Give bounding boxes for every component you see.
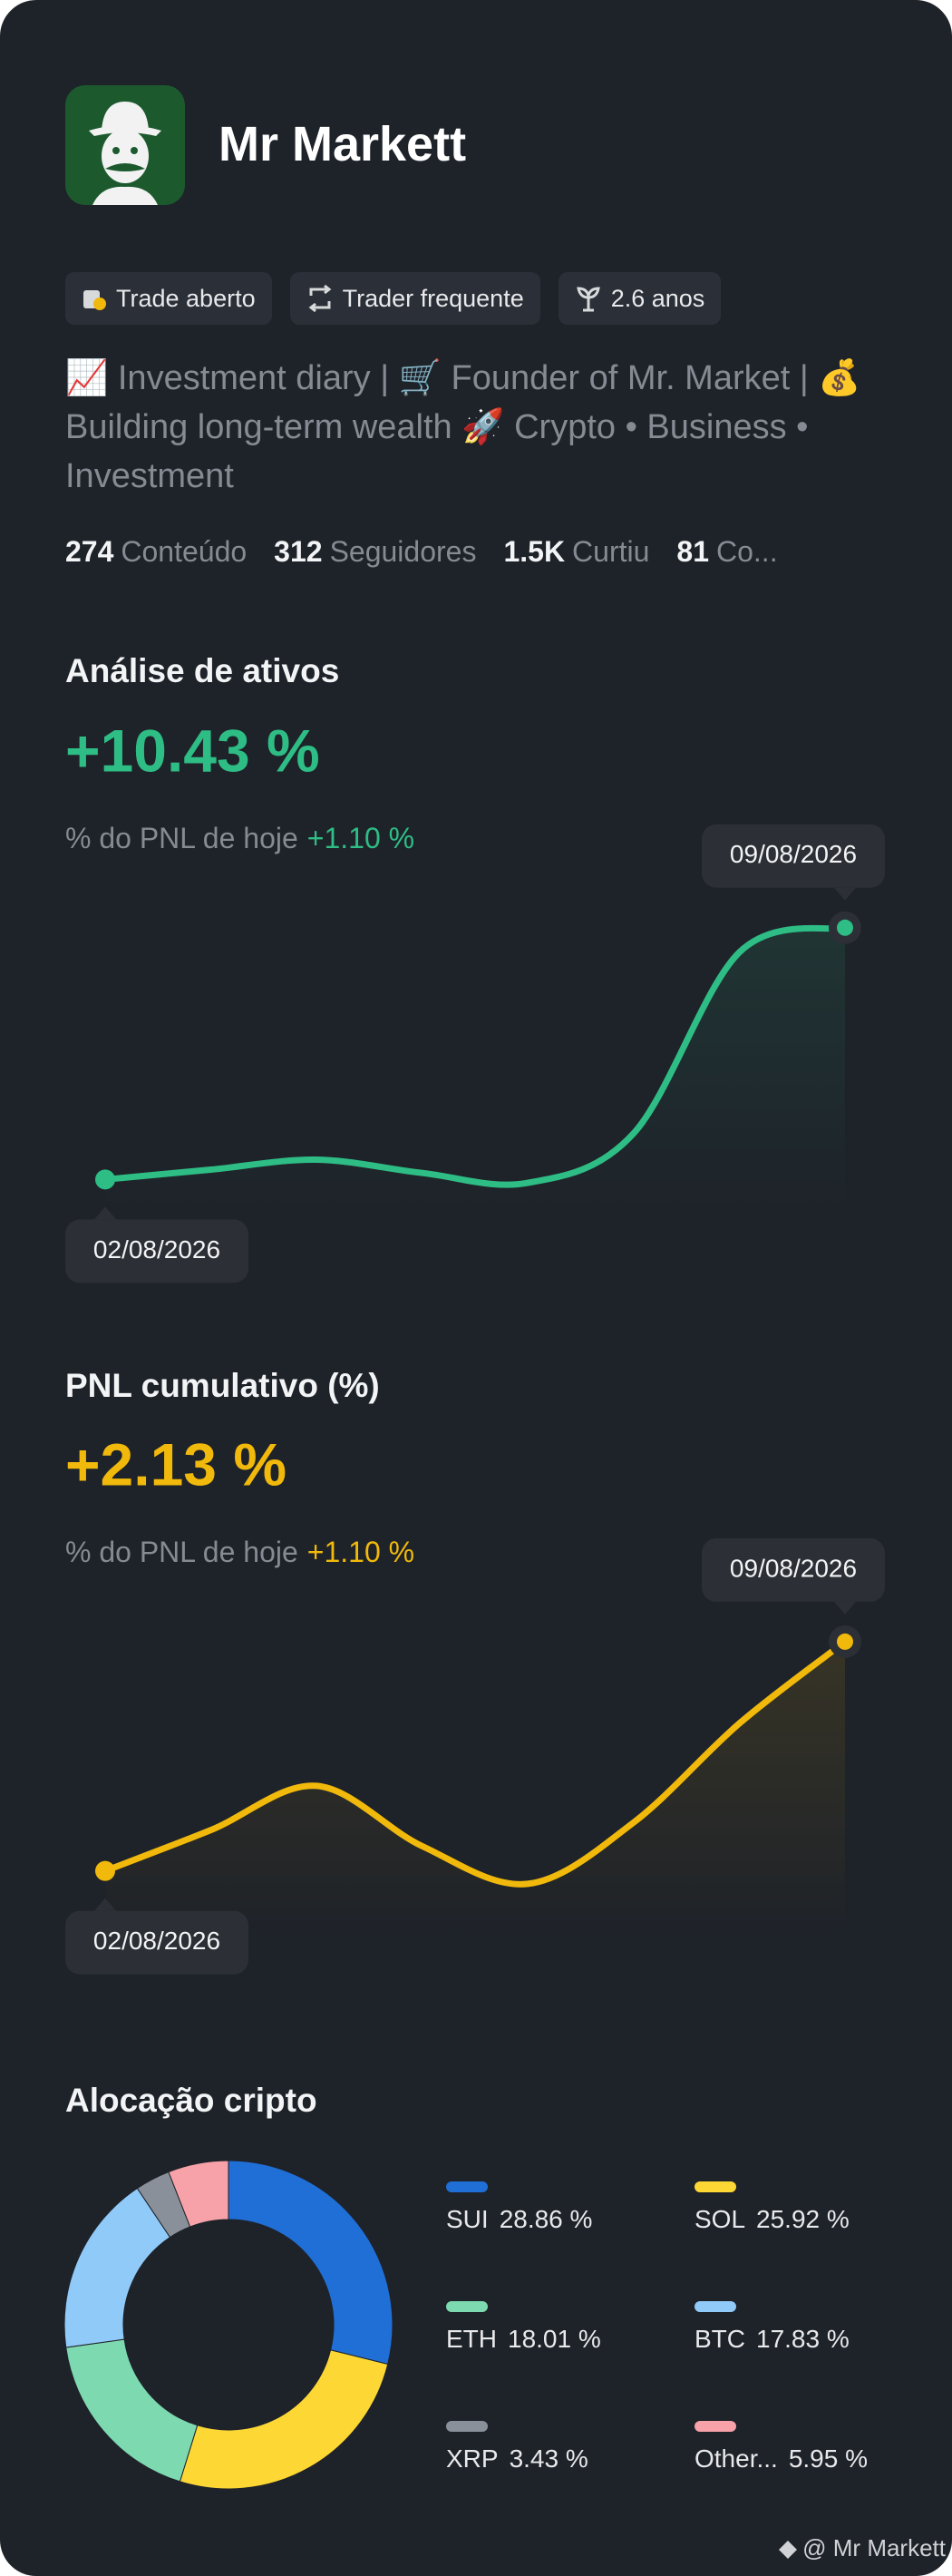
line [102,924,849,1188]
area [105,1641,845,1937]
chart-title: PNL cumulativo (%) [65,1367,380,1404]
badge-icon [576,287,600,312]
headline: +2.13 % [65,1430,287,1498]
legend-label: ETH 18.01 % [446,2325,601,2353]
chart-title: Alocação cripto [65,2082,317,2119]
legend-swatch [695,2421,736,2432]
donut-slice [228,2160,393,2366]
badge-label: Trader frequente [342,284,524,312]
footer [779,2541,797,2559]
stat-value: 1.5K [503,535,566,568]
stat-label: Seguidores [329,535,477,568]
badges: Trade aberto Trader frequente 2.6 anos [65,272,722,325]
tooltip-pointer [94,1898,116,1911]
badge-label: Trade aberto [116,284,256,312]
donut-slice [179,2349,389,2490]
legend-label: SOL 25.92 % [695,2205,850,2233]
legend-category: SOL [695,2205,745,2233]
tooltip-pointer [94,1206,116,1220]
tooltip-date: 09/08/2026 [730,840,857,868]
tooltip-date: 02/08/2026 [93,1927,220,1955]
line [102,1638,849,1888]
legend-swatch [446,2181,488,2192]
badge-label: 2.6 anos [610,284,705,312]
badge-icon [308,285,331,312]
tooltip-date: 02/08/2026 [93,1235,220,1264]
footer-text: @ Mr Markett [802,2534,947,2561]
stat-label: Curtiu [572,535,650,568]
stat-value: 274 [65,535,114,568]
legend-label: SUI 28.86 % [446,2205,592,2233]
legend-category: BTC [695,2325,745,2353]
subtitle-text: % do PNL de hoje [65,1536,298,1568]
legend-swatch [446,2301,488,2312]
legend-label: XRP 3.43 % [446,2444,588,2473]
stat-label: Conteúdo [121,535,248,568]
area [105,927,845,1224]
legend-value: 18.01 % [508,2325,601,2353]
bio: 📈 Investment diary | 🛒 Founder of Mr. Ma… [65,359,861,495]
stat: 1.5K Curtiu [503,535,649,569]
headline: +10.43 % [65,717,320,784]
stat-label: Co... [716,535,778,568]
point [95,1169,115,1190]
legend-category: ETH [446,2325,497,2353]
badge: 2.6 anos [558,272,722,325]
legend-label: Other... 5.95 % [695,2444,868,2473]
legend-value: 5.95 % [789,2444,868,2473]
point [837,919,853,936]
legend-category: XRP [446,2444,499,2473]
chart-title: Análise de ativos [65,652,339,689]
stat: 312 Seguidores [274,535,476,569]
subtitle: % do PNL de hoje +1.10 % [65,822,414,854]
stat: 274 Conteúdo [65,535,247,569]
badge: Trader frequente [289,272,540,325]
tooltip-box [702,824,885,888]
tooltip-box [65,1219,248,1283]
tooltip-box [65,1910,248,1975]
legend-category: Other... [695,2444,778,2473]
donut-slice [168,2160,229,2228]
subtitle-text: % do PNL de hoje [65,822,298,854]
profile-name: Mr Markett [219,117,467,171]
legend-value: 28.86 % [500,2205,593,2233]
legend-category: SUI [446,2205,489,2233]
subtitle-value: +1.10 % [307,1536,414,1568]
subtitle-value: +1.10 % [307,822,414,854]
legend-swatch [695,2301,736,2312]
tooltip-pointer [834,887,856,901]
tooltip-pointer [834,1601,856,1615]
badge-icon [83,290,106,310]
legend-label: BTC 17.83 % [695,2325,850,2353]
stat: 81 Co... [676,535,777,569]
stats: 274 Conteúdo 312 Seguidores 1.5K Curtiu 81 C… [65,535,778,569]
point [95,1860,115,1881]
avatar [65,85,185,205]
tooltip-date: 09/08/2026 [730,1554,857,1582]
legend-value: 25.92 % [756,2205,850,2233]
point [837,1633,853,1650]
legend-swatch [695,2181,736,2192]
stat-value: 312 [274,535,323,568]
badge: Trade aberto [65,272,272,325]
subtitle: % do PNL de hoje +1.10 % [65,1536,414,1568]
legend-value: 17.83 % [756,2325,850,2353]
legend-value: 3.43 % [510,2444,588,2473]
tooltip-box [702,1537,885,1602]
stat-value: 81 [676,535,709,568]
legend-swatch [446,2421,488,2432]
donut-slice [65,2338,199,2483]
